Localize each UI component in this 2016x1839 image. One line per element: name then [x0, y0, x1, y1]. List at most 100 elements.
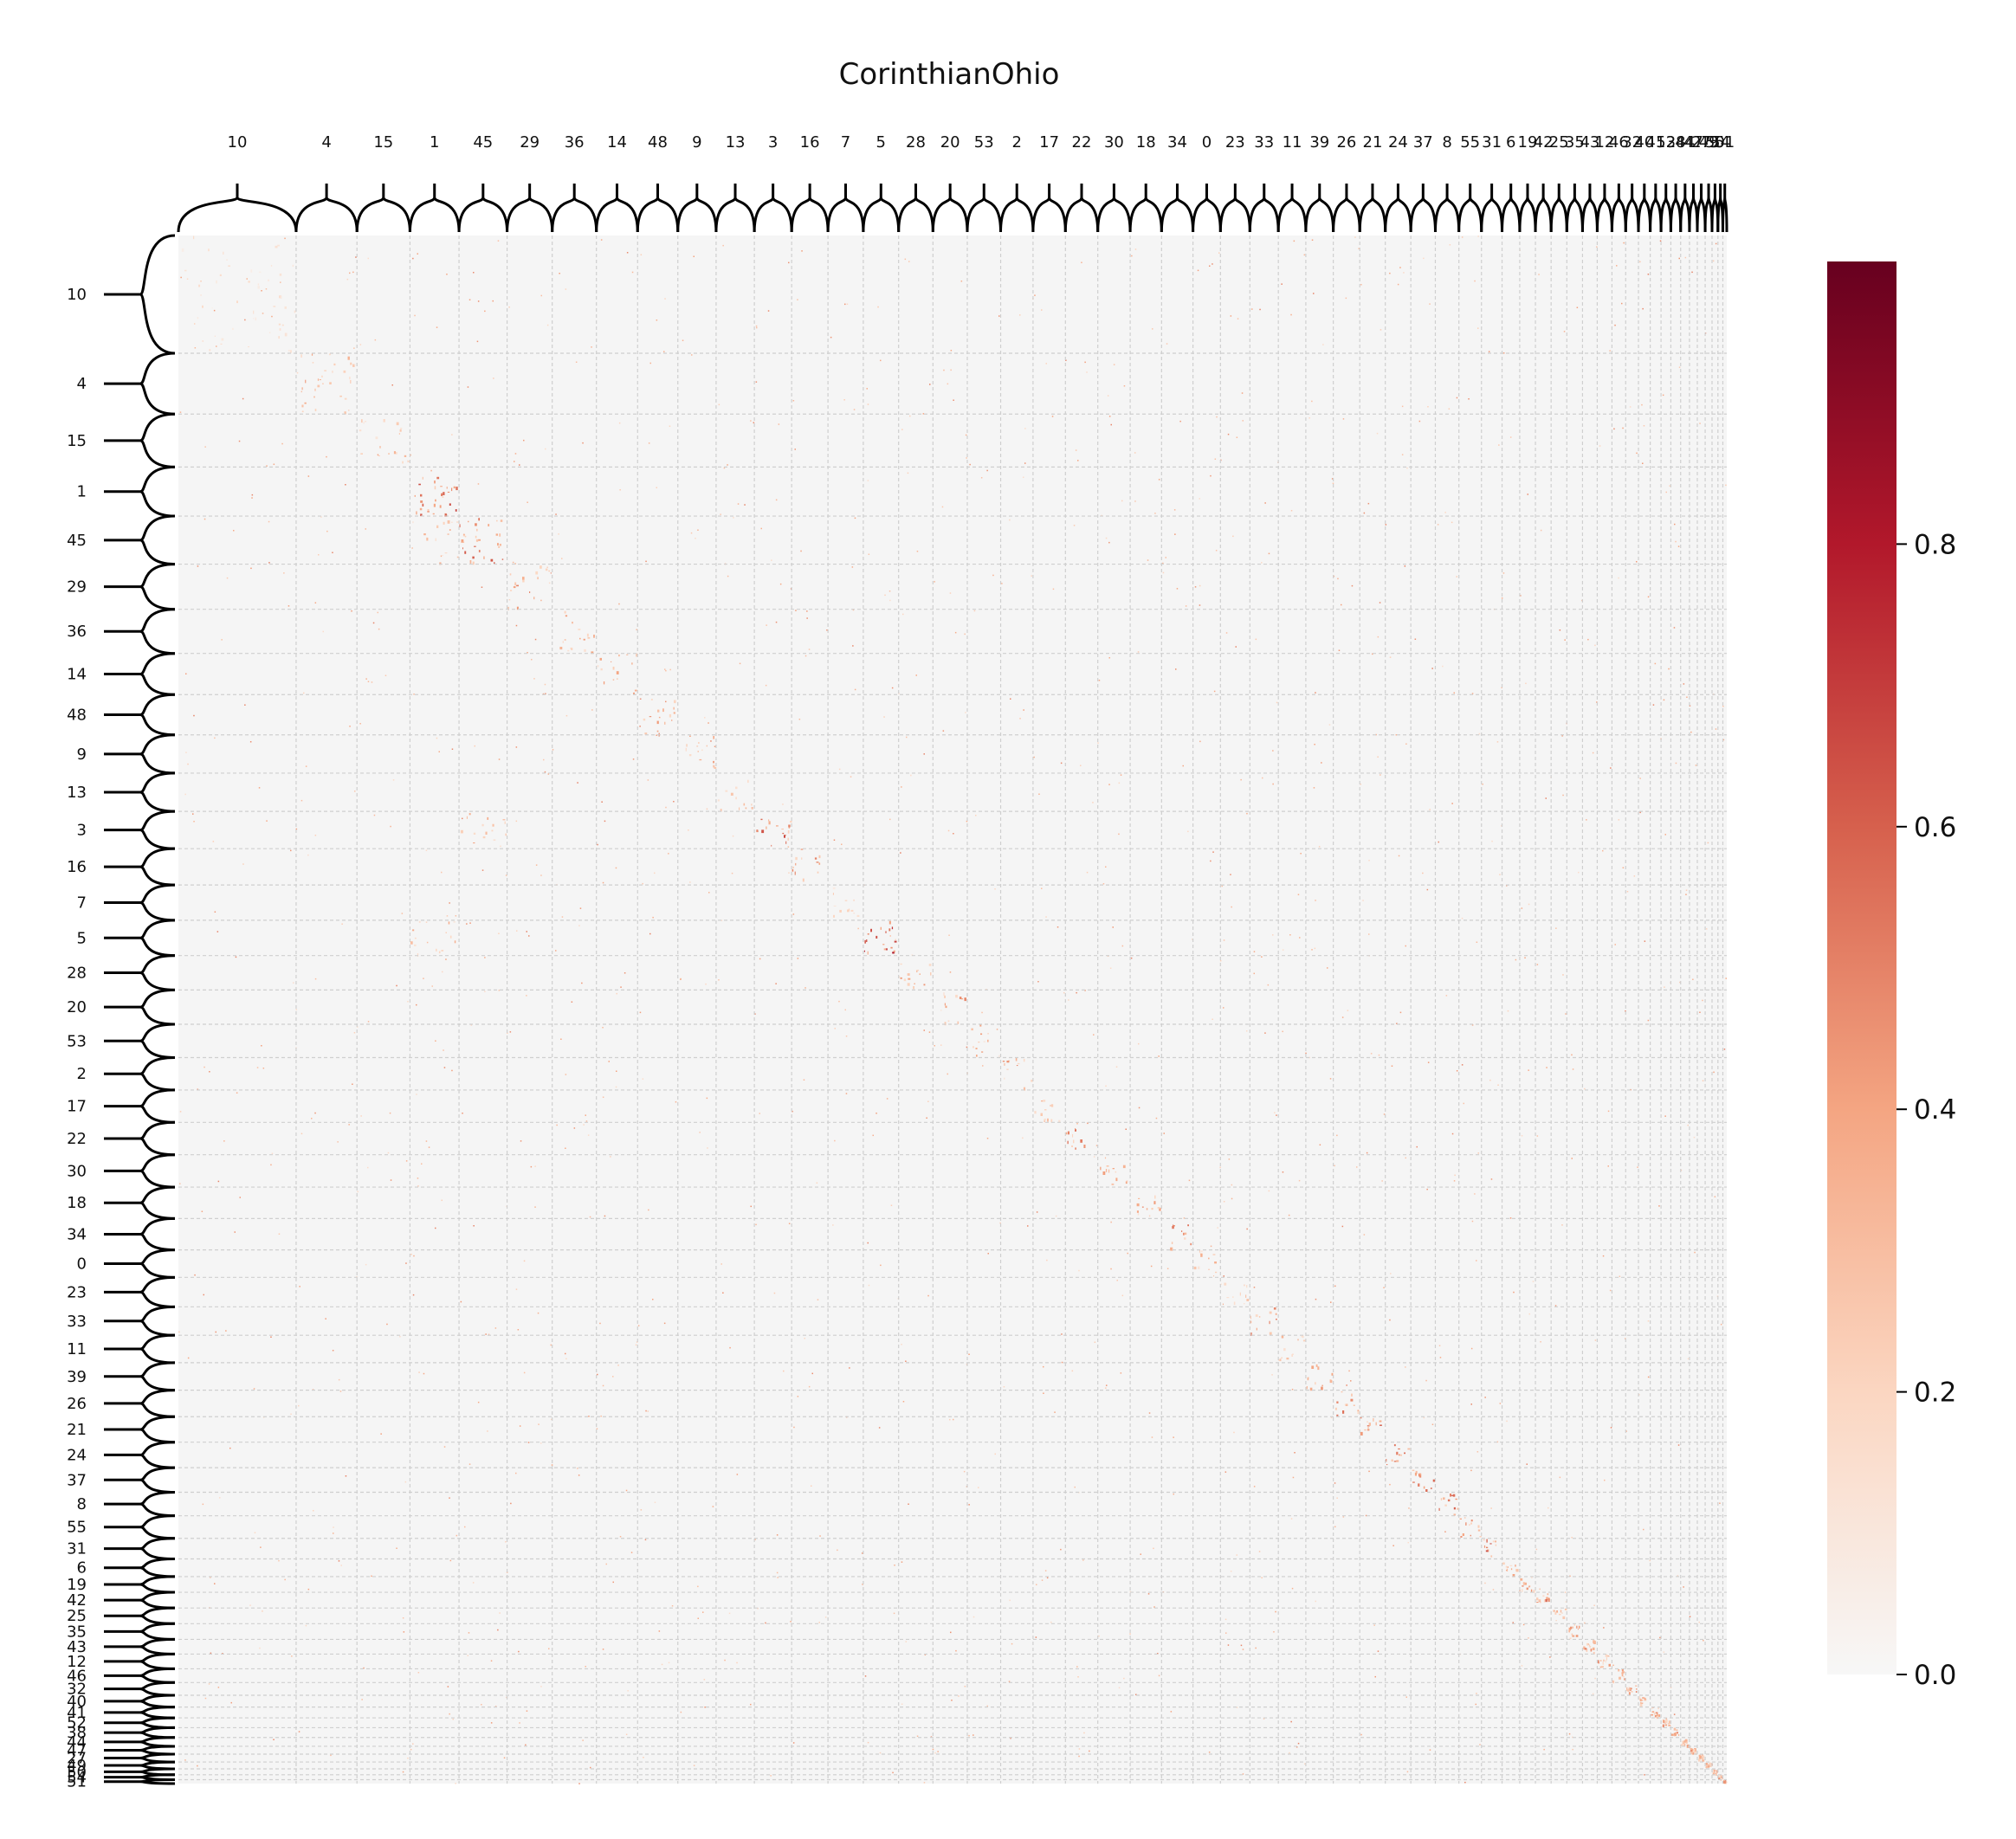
block-47-47 [1690, 1746, 1697, 1755]
top-bracket [999, 184, 1035, 233]
left-tick-label: 25 [67, 1607, 87, 1625]
left-tick-label: 21 [67, 1421, 87, 1439]
top-tick-label: 7 [841, 133, 850, 152]
top-bracket [595, 184, 639, 233]
left-bracket [104, 1726, 176, 1739]
left-cluster-brackets: 1041514529361448913316752820532172230183… [67, 234, 176, 1791]
left-tick-label: 10 [67, 286, 87, 304]
left-tick-label: 23 [67, 1283, 87, 1301]
colorbar-tick-label: 0.6 [1914, 812, 1956, 843]
top-tick-label: 22 [1072, 133, 1092, 152]
top-tick-label: 48 [648, 133, 668, 152]
top-bracket [636, 184, 680, 233]
left-bracket [104, 1185, 176, 1220]
heatmap-background [178, 236, 1727, 1784]
top-bracket [1610, 184, 1627, 233]
top-tick-label: 10 [228, 133, 248, 152]
block-5-1 [410, 920, 456, 957]
top-tick-label: 8 [1442, 133, 1451, 152]
top-bracket [1218, 184, 1251, 233]
top-tick-label: 24 [1388, 133, 1408, 152]
top-tick-label: 43 [1580, 133, 1599, 152]
top-tick-label: 9 [692, 133, 701, 152]
top-bracket [966, 184, 1003, 233]
top-tick-label: 33 [1254, 133, 1274, 152]
left-bracket [104, 514, 176, 566]
left-tick-label: 45 [67, 532, 87, 550]
left-tick-label: 3 [77, 822, 87, 840]
top-tick-label: 14 [607, 133, 627, 152]
top-tick-label: 13 [726, 133, 746, 152]
top-tick-label: 45 [473, 133, 493, 152]
block-53-53 [971, 1024, 1000, 1057]
top-bracket [1457, 184, 1483, 233]
top-bracket [177, 184, 298, 233]
block-20-20 [940, 992, 966, 1026]
left-tick-label: 30 [67, 1162, 87, 1180]
chart-title: CorinthianOhio [838, 57, 1060, 92]
left-bracket [104, 1706, 176, 1720]
left-tick-label: 28 [67, 965, 87, 983]
top-bracket [1096, 184, 1132, 233]
left-bracket [104, 563, 176, 611]
left-bracket [104, 1088, 176, 1124]
block-15-15 [359, 419, 410, 464]
top-bracket [1248, 184, 1280, 233]
left-bracket [104, 234, 176, 355]
top-bracket [1595, 184, 1613, 233]
left-bracket [104, 1415, 176, 1444]
left-bracket [104, 1153, 176, 1189]
colorbar: 0.0 0.2 0.4 0.6 0.8 [1827, 261, 1956, 1691]
left-bracket [104, 1514, 176, 1540]
block-51-51 [1722, 1779, 1728, 1784]
top-tick-label: 40 [1634, 133, 1654, 152]
top-tick-label: 2 [1011, 133, 1021, 152]
block-27-27 [1698, 1754, 1705, 1762]
left-tick-label: 42 [67, 1591, 87, 1610]
top-tick-label: 25 [1549, 133, 1569, 152]
top-bracket [1304, 184, 1335, 233]
block-40-40 [1638, 1696, 1647, 1707]
top-tick-label: 15 [373, 133, 393, 152]
left-tick-label: 5 [77, 929, 87, 947]
top-tick-label: 36 [565, 133, 585, 152]
colorbar-gradient [1827, 261, 1896, 1674]
top-bracket [1501, 184, 1522, 233]
left-tick-label: 35 [67, 1623, 87, 1641]
block-6-6 [1502, 1562, 1519, 1578]
block-45-1 [411, 520, 459, 565]
left-bracket [104, 1558, 176, 1578]
left-tick-label: 17 [67, 1098, 87, 1116]
block-11-11 [1278, 1335, 1306, 1362]
left-bracket [104, 1575, 176, 1594]
block-38-38 [1671, 1727, 1680, 1737]
top-tick-label: 39 [1309, 133, 1329, 152]
block-36-36 [559, 610, 595, 655]
left-bracket [104, 1056, 176, 1092]
block-28-28 [898, 963, 932, 990]
left-tick-label: 32 [67, 1681, 87, 1699]
top-tick-label: 12 [1594, 133, 1614, 152]
top-bracket [753, 184, 793, 233]
left-tick-label: 9 [77, 745, 87, 764]
block-5-5 [863, 920, 897, 955]
left-bracket [104, 1120, 176, 1157]
left-tick-label: 1 [77, 483, 87, 501]
left-bracket [104, 1441, 176, 1469]
cluster-grid [178, 236, 1727, 1784]
block-52-52 [1662, 1718, 1671, 1728]
left-bracket [104, 1736, 176, 1748]
block-10-10 [181, 236, 296, 353]
block-42-42 [1536, 1593, 1550, 1603]
top-tick-label: 16 [800, 133, 820, 152]
top-tick-label: 11 [1283, 133, 1302, 152]
left-tick-label: 20 [67, 998, 87, 1016]
top-bracket [676, 184, 718, 233]
left-tick-label: 41 [67, 1704, 87, 1722]
top-tick-label: 31 [1482, 133, 1502, 152]
top-tick-label: 34 [1167, 133, 1187, 152]
top-tick-label: 54 [1710, 133, 1730, 152]
left-tick-label: 34 [67, 1225, 87, 1243]
top-tick-label: 41 [1645, 133, 1665, 152]
left-tick-label: 16 [67, 858, 87, 876]
